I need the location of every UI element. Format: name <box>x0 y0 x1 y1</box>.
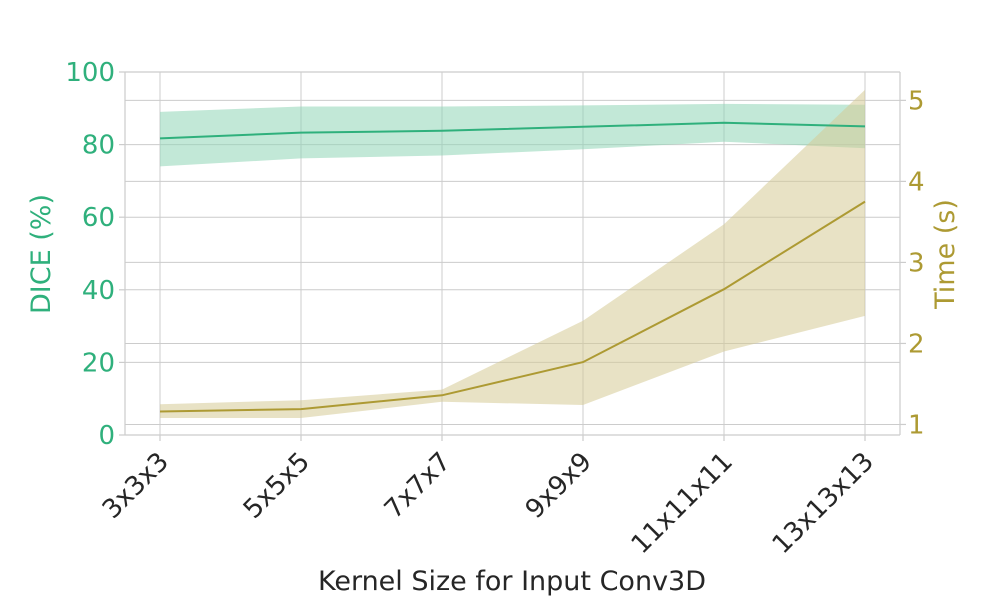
series-lines <box>159 121 866 413</box>
tick-label-x: 9x9x9 <box>520 447 598 525</box>
tick-label-left: 80 <box>82 131 115 161</box>
line-time <box>159 200 866 413</box>
axes <box>124 71 901 436</box>
tick-label-left: 100 <box>65 58 115 88</box>
tick-label-left: 40 <box>82 276 115 306</box>
tick-label-x: 5x5x5 <box>238 447 316 525</box>
line-dice <box>159 121 866 140</box>
band-time <box>160 89 865 419</box>
tick-label-x: 3x3x3 <box>97 447 175 525</box>
tick-label-right: 4 <box>908 167 925 197</box>
tick-label-left: 20 <box>82 348 115 378</box>
x-axis-label: Kernel Size for Input Conv3D <box>318 566 706 597</box>
tick-label-x: 11x11x11 <box>626 447 739 560</box>
tick-label-x: 13x13x13 <box>767 447 880 560</box>
confidence-bands <box>160 89 865 419</box>
y-axis-label-left: DICE (%) <box>26 194 57 314</box>
tick-label-right: 3 <box>908 248 925 278</box>
tick-label-right: 2 <box>908 329 925 359</box>
tick-label-left: 0 <box>98 421 115 451</box>
band-dice <box>160 103 865 167</box>
tick-label-left: 60 <box>82 203 115 233</box>
tick-label-x: 7x7x7 <box>379 447 457 525</box>
tick-label-right: 1 <box>908 410 925 440</box>
y-axis-label-right: Time (s) <box>930 199 961 310</box>
tick-label-right: 5 <box>908 86 925 116</box>
